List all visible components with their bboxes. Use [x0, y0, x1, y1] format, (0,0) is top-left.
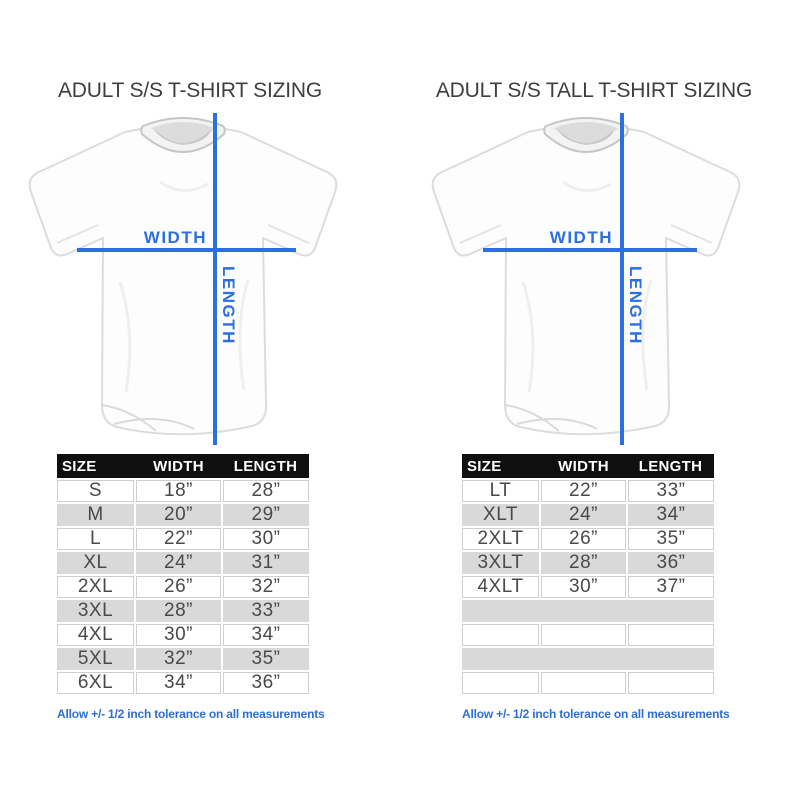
table-cell: 32” [221, 574, 309, 600]
width-label: WIDTH [143, 228, 207, 247]
table-row-empty [462, 598, 714, 624]
table-cell: 30” [221, 526, 309, 552]
table-row: 2XL 26” 32” [57, 574, 309, 600]
table-cell: 34” [134, 670, 223, 696]
table-row: XL 24” 31” [57, 550, 309, 576]
sizing-table: SIZE WIDTH LENGTH S 18” 28” M 20” 29” L 22” 30” XL 24… [57, 454, 309, 696]
column-header: SIZE [57, 454, 135, 479]
table-cell-empty [626, 670, 714, 696]
panel-title: ADULT S/S T-SHIRT SIZING [58, 79, 322, 102]
sizing-table: SIZE WIDTH LENGTH LT 22” 33” XLT 24” 34” 2XLT 26” 3… [462, 454, 714, 696]
table-cell: 30” [539, 574, 628, 600]
column-header: WIDTH [540, 454, 627, 479]
tshirt-graphic [431, 116, 741, 436]
length-measure-line [620, 113, 624, 445]
table-row-empty [462, 622, 714, 648]
table-cell: M [57, 502, 136, 528]
table-row: 3XL 28” 33” [57, 598, 309, 624]
table-cell: XL [57, 550, 136, 576]
table-row-empty [462, 646, 714, 672]
table-cell: 4XL [57, 622, 136, 648]
table-cell: 35” [626, 526, 714, 552]
table-cell: XLT [462, 502, 541, 528]
table-row-empty [462, 670, 714, 696]
table-cell: 2XLT [462, 526, 541, 552]
table-row: 4XLT 30” 37” [462, 574, 714, 600]
table-cell: 3XLT [462, 550, 541, 576]
table-cell: 34” [221, 622, 309, 648]
table-cell: 22” [539, 478, 628, 504]
table-row: XLT 24” 34” [462, 502, 714, 528]
length-label: LENGTH [219, 266, 238, 345]
table-cell-empty [626, 622, 714, 648]
length-measure-line [213, 113, 217, 445]
tshirt-graphic [28, 116, 338, 436]
column-header: LENGTH [222, 454, 309, 479]
table-header-row: SIZE WIDTH LENGTH [462, 454, 714, 479]
table-cell: 5XL [57, 646, 136, 672]
table-cell: 26” [539, 526, 628, 552]
table-cell: 30” [134, 622, 223, 648]
table-row: M 20” 29” [57, 502, 309, 528]
table-header-row: SIZE WIDTH LENGTH [57, 454, 309, 479]
table-cell: 4XLT [462, 574, 541, 600]
table-row: LT 22” 33” [462, 478, 714, 504]
table-cell: 29” [221, 502, 309, 528]
table-cell: L [57, 526, 136, 552]
panel-title: ADULT S/S TALL T-SHIRT SIZING [435, 79, 753, 102]
table-row: 5XL 32” 35” [57, 646, 309, 672]
table-cell: 33” [626, 478, 714, 504]
table-cell: 32” [134, 646, 223, 672]
table-cell: 24” [134, 550, 223, 576]
table-cell: 18” [134, 478, 223, 504]
table-cell-empty [462, 598, 714, 624]
table-cell: LT [462, 478, 541, 504]
width-measure-line [483, 248, 697, 252]
table-cell: 34” [626, 502, 714, 528]
column-header: SIZE [462, 454, 540, 479]
table-row: S 18” 28” [57, 478, 309, 504]
table-cell-empty [462, 670, 541, 696]
column-header: WIDTH [135, 454, 222, 479]
table-cell-empty [539, 622, 628, 648]
table-row: 2XLT 26” 35” [462, 526, 714, 552]
table-cell: 28” [221, 478, 309, 504]
table-cell: 3XL [57, 598, 136, 624]
table-cell: 36” [626, 550, 714, 576]
table-row: L 22” 30” [57, 526, 309, 552]
table-cell: 24” [539, 502, 628, 528]
width-measure-line [77, 248, 296, 252]
table-cell-empty [539, 670, 628, 696]
table-cell: S [57, 478, 136, 504]
column-header: LENGTH [627, 454, 714, 479]
table-row: 3XLT 28” 36” [462, 550, 714, 576]
table-cell-empty [462, 646, 714, 672]
table-cell: 22” [134, 526, 223, 552]
table-row: 6XL 34” 36” [57, 670, 309, 696]
table-cell: 28” [134, 598, 223, 624]
table-cell: 37” [626, 574, 714, 600]
width-label: WIDTH [549, 228, 613, 247]
table-cell: 2XL [57, 574, 136, 600]
table-cell: 26” [134, 574, 223, 600]
table-cell: 20” [134, 502, 223, 528]
table-cell: 33” [221, 598, 309, 624]
table-cell: 6XL [57, 670, 136, 696]
table-row: 4XL 30” 34” [57, 622, 309, 648]
table-cell: 28” [539, 550, 628, 576]
table-cell: 31” [221, 550, 309, 576]
tolerance-note: Allow +/- 1/2 inch tolerance on all meas… [462, 707, 730, 721]
table-cell-empty [462, 622, 541, 648]
tolerance-note: Allow +/- 1/2 inch tolerance on all meas… [57, 707, 325, 721]
table-cell: 35” [221, 646, 309, 672]
length-label: LENGTH [626, 266, 645, 345]
table-cell: 36” [221, 670, 309, 696]
